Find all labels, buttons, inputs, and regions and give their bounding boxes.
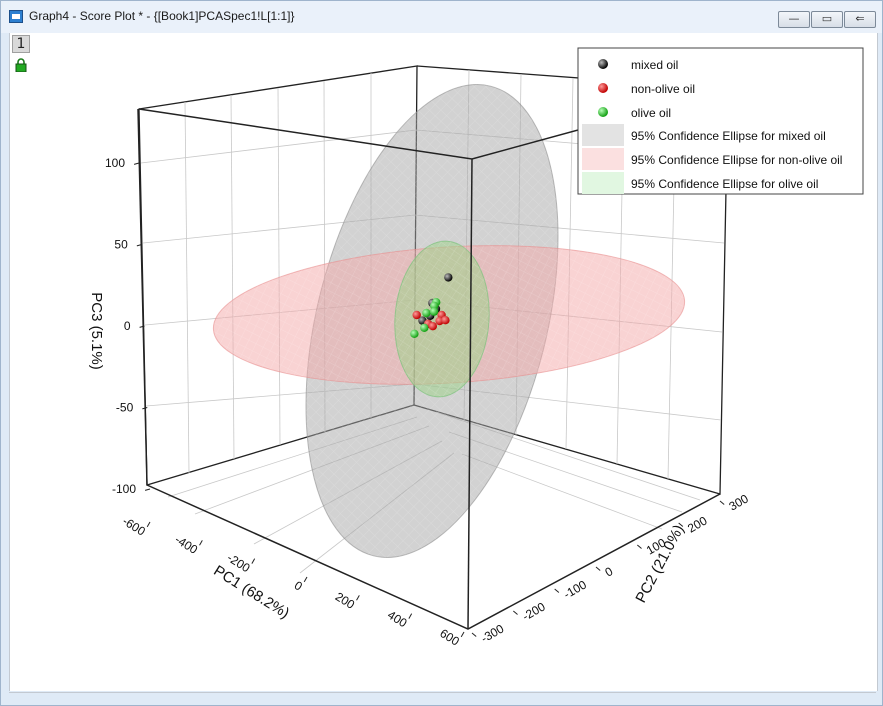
z-axis-tick-3 <box>136 244 142 247</box>
point-nonolive-0 <box>412 310 421 320</box>
y-axis-tick-3 <box>595 566 601 571</box>
point-nonolive-3 <box>441 316 450 325</box>
point-nonolive-5 <box>428 322 437 331</box>
point-olive-3 <box>410 329 419 338</box>
z-axis-tick-label-2: 0 <box>124 319 131 333</box>
point-olive-2 <box>422 308 431 318</box>
x-axis-title: PC1 (68.2%) <box>210 562 292 622</box>
x-axis-tick-2 <box>251 558 256 564</box>
x-axis-tick-1 <box>199 540 203 546</box>
point-olive-1 <box>430 301 439 310</box>
window-title: Graph4 - Score Plot * - {[Book1]PCASpec1… <box>29 9 295 23</box>
z-axis-tick-label-0: -100 <box>112 482 136 496</box>
z-axis-tick-2 <box>139 325 145 328</box>
status-bar <box>9 692 876 704</box>
y-axis-tick-label-0: -300 <box>479 621 507 645</box>
z-axis-tick-label-4: 100 <box>105 156 125 170</box>
legend-swatch-ellipse-mixed <box>582 124 624 146</box>
restore-button[interactable]: ⇐ <box>844 11 876 28</box>
y-axis-tick-label-1: -200 <box>520 599 548 623</box>
score-plot-3d[interactable]: -100 -50 0 50 100 -600 -400 -200 0 200 400 600 -300 -… <box>10 33 877 691</box>
z-axis-tick-4 <box>133 162 140 165</box>
y-axis-tick-6 <box>719 500 725 505</box>
legend-marker-mixed-oil <box>598 59 608 69</box>
layer-1-tab[interactable]: 1 <box>12 35 30 53</box>
x-axis-tick-label-0: -600 <box>120 514 148 539</box>
y-axis-tick-0 <box>471 632 477 637</box>
z-axis-tick-label-1: -50 <box>116 401 134 415</box>
x-axis-tick-label-4: 200 <box>333 589 358 612</box>
point-olive-4 <box>420 323 429 332</box>
plot-canvas[interactable]: -100 -50 0 50 100 -600 -400 -200 0 200 400 600 -300 -… <box>9 33 878 691</box>
confidence-ellipses <box>212 84 686 558</box>
y-axis-tick-4 <box>637 544 642 549</box>
maximize-button[interactable]: ▭ <box>811 11 843 28</box>
y-axis-tick-label-6: 300 <box>727 491 752 513</box>
x-axis-tick-label-3: 0 <box>292 578 305 594</box>
legend[interactable]: mixed oil non-olive oil olive oil 95% Co… <box>577 47 864 195</box>
point-mixed-0 <box>444 273 453 282</box>
lock-icon[interactable] <box>15 58 27 72</box>
legend-marker-olive-oil <box>598 107 608 117</box>
x-axis-tick-5 <box>408 613 413 619</box>
y-axis-tick-label-5: 200 <box>685 513 710 535</box>
z-axis-tick-0 <box>144 488 151 491</box>
legend-label-non-olive-oil: non-olive oil <box>631 82 695 96</box>
legend-label-mixed-oil: mixed oil <box>631 58 678 72</box>
legend-swatch-ellipse-olive <box>582 172 624 194</box>
x-axis-tick-3 <box>303 576 308 583</box>
y-axis-title: PC2 (21.0%) <box>632 522 687 606</box>
y-axis-tick-label-3: 0 <box>603 564 616 580</box>
x-axis-tick-6 <box>460 631 465 638</box>
legend-marker-non-olive-oil <box>598 83 608 93</box>
legend-label-ellipse-mixed: 95% Confidence Ellipse for mixed oil <box>631 129 826 143</box>
y-axis-tick-label-2: -100 <box>561 577 589 601</box>
legend-label-ellipse-non-olive: 95% Confidence Ellipse for non-olive oil <box>631 153 842 167</box>
y-axis-tick-5 <box>678 522 684 527</box>
z-axis-title: PC3 (5.1%) <box>88 292 105 370</box>
x-axis-tick-0 <box>146 521 151 528</box>
y-axis-tick-1 <box>513 610 518 615</box>
z-axis-tick-label-3: 50 <box>114 238 128 252</box>
legend-swatch-ellipse-non-olive <box>582 148 624 170</box>
minimize-button[interactable]: — <box>778 11 810 28</box>
x-axis-tick-label-5: 400 <box>385 608 410 631</box>
x-axis-tick-label-1: -400 <box>172 532 200 557</box>
z-axis-tick-1 <box>142 407 148 410</box>
title-bar[interactable]: Graph4 - Score Plot * - {[Book1]PCASpec1… <box>1 1 882 33</box>
legend-label-ellipse-olive: 95% Confidence Ellipse for olive oil <box>631 177 818 191</box>
y-axis-tick-2 <box>554 588 560 593</box>
data-points <box>410 273 453 338</box>
legend-label-olive-oil: olive oil <box>631 106 671 120</box>
graph-window-icon <box>9 10 23 23</box>
x-axis-tick-4 <box>356 595 360 601</box>
x-axis-tick-label-6: 600 <box>437 626 462 649</box>
point-olive-5 <box>429 307 439 316</box>
